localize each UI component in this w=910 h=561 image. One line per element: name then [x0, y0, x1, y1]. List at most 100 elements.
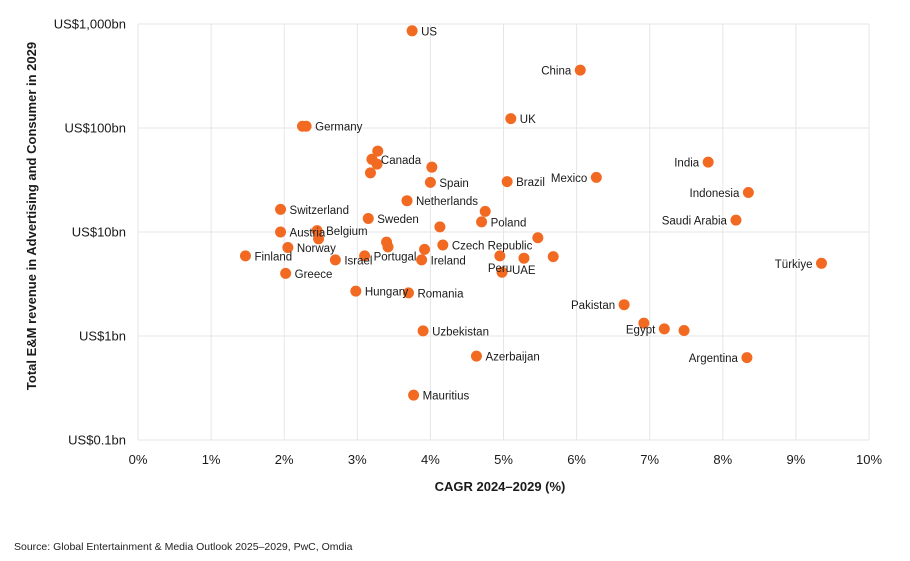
data-point-finland	[239, 250, 251, 262]
point-label-saudi-arabia: Saudi Arabia	[662, 216, 728, 228]
data-point-peru	[494, 250, 506, 262]
data-point-austria	[275, 226, 287, 238]
data-point-belgium	[311, 225, 323, 237]
data-point-indonesia	[742, 186, 754, 198]
data-point-unlabeled	[532, 232, 544, 244]
x-tick-label: 3%	[348, 452, 367, 467]
point-label-mauritius: Mauritius	[423, 391, 470, 403]
point-label-hungary: Hungary	[365, 287, 409, 299]
data-point-unlabeled	[426, 161, 438, 173]
data-point-saudi-arabia	[730, 214, 742, 226]
point-label-germany: Germany	[315, 122, 363, 134]
point-label-norway: Norway	[297, 243, 336, 255]
data-point-unlabeled	[419, 243, 431, 255]
point-label-spain: Spain	[439, 178, 468, 190]
x-tick-label: 2%	[275, 452, 294, 467]
data-point-brazil	[501, 176, 513, 188]
point-label-turkiye: Türkiye	[775, 259, 813, 271]
data-point-greece	[280, 267, 292, 279]
x-tick-label: 6%	[567, 452, 586, 467]
x-tick-label: 0%	[129, 452, 148, 467]
data-point-spain	[424, 176, 436, 188]
data-point-argentina	[741, 352, 753, 364]
point-label-canada: Canada	[381, 155, 422, 167]
point-label-us: US	[421, 26, 437, 38]
data-point-unlabeled	[372, 145, 384, 157]
data-points	[239, 25, 827, 401]
point-label-uk: UK	[520, 114, 536, 126]
point-label-portugal: Portugal	[374, 251, 417, 263]
point-label-belgium: Belgium	[326, 226, 368, 238]
x-tick-label: 7%	[640, 452, 659, 467]
x-tick-label: 10%	[856, 452, 882, 467]
data-point-ireland	[416, 254, 428, 266]
data-point-romania	[402, 287, 414, 299]
gridlines	[137, 23, 870, 441]
data-point-unlabeled	[547, 251, 559, 263]
data-point-unlabeled	[364, 167, 376, 179]
data-point-china	[574, 64, 586, 76]
point-label-pakistan: Pakistan	[571, 300, 615, 312]
data-point-unlabeled	[496, 266, 508, 278]
y-tick-label: US$1bn	[79, 329, 126, 344]
x-tick-label: 4%	[421, 452, 440, 467]
x-tick-label: 1%	[202, 452, 221, 467]
data-point-czech-republic	[437, 239, 449, 251]
point-label-poland: Poland	[491, 217, 527, 229]
data-point-sweden	[362, 212, 374, 224]
point-label-mexico: Mexico	[551, 173, 587, 185]
data-point-netherlands	[401, 195, 413, 207]
point-label-czech-republic: Czech Republic	[452, 240, 533, 252]
point-label-egypt: Egypt	[626, 324, 656, 336]
source-note: Source: Global Entertainment & Media Out…	[14, 541, 353, 553]
x-tick-label: 8%	[713, 452, 732, 467]
data-point-switzerland	[275, 203, 287, 215]
data-point-hungary	[350, 285, 362, 297]
point-label-azerbaijan: Azerbaijan	[485, 352, 539, 364]
data-point-mauritius	[408, 389, 420, 401]
data-point-unlabeled	[371, 158, 383, 170]
x-axis-label: CAGR 2024–2029 (%)	[435, 479, 566, 494]
y-tick-label: US$10bn	[72, 225, 126, 240]
point-label-argentina: Argentina	[689, 353, 739, 365]
point-label-uae: UAE	[512, 265, 536, 277]
x-tick-label: 9%	[787, 452, 806, 467]
data-point-unlabeled	[382, 241, 394, 253]
data-point-unlabeled	[678, 324, 690, 336]
point-label-uzbekistan: Uzbekistan	[432, 326, 489, 338]
data-point-unlabeled	[479, 205, 491, 217]
data-point-norway	[282, 241, 294, 253]
point-label-sweden: Sweden	[377, 214, 419, 226]
y-tick-label: US$0.1bn	[68, 433, 126, 448]
point-label-ireland: Ireland	[431, 255, 466, 267]
point-label-switzerland: Switzerland	[290, 205, 349, 217]
point-label-brazil: Brazil	[516, 177, 545, 189]
data-point-mexico	[590, 171, 602, 183]
point-labels: US China UK Germany India Indonesia Saudi Arab…	[254, 26, 812, 402]
point-label-peru: Peru	[488, 263, 512, 275]
y-tick-label: US$1,000bn	[54, 17, 126, 32]
point-label-greece: Greece	[295, 269, 333, 281]
data-point-azerbaijan	[470, 350, 482, 362]
axis-ticks: 0% 1% 2% 3% 4% 5% 6% 7% 8% 9% 10% US$0.1bn US$1bn US$…	[54, 17, 883, 468]
data-point-uk	[505, 113, 517, 125]
y-axis-label: Total E&M revenue in Advertising and Con…	[24, 42, 39, 390]
data-point-egypt	[658, 323, 670, 335]
data-point-portugal	[359, 250, 371, 262]
data-point-uzbekistan	[417, 325, 429, 337]
data-point-us	[406, 25, 418, 37]
point-label-finland: Finland	[254, 251, 292, 263]
data-point-turkiye	[815, 257, 827, 269]
point-label-romania: Romania	[417, 288, 464, 300]
data-point-poland	[476, 216, 488, 228]
point-label-china: China	[541, 66, 572, 78]
point-label-netherlands: Netherlands	[416, 196, 478, 208]
data-point-unlabeled	[313, 233, 325, 245]
data-point-unlabeled	[434, 221, 446, 233]
point-label-israel: Israel	[344, 255, 372, 267]
data-point-unlabeled	[296, 120, 308, 132]
data-point-india	[702, 156, 714, 168]
data-point-uae	[518, 252, 530, 264]
x-tick-label: 5%	[494, 452, 513, 467]
